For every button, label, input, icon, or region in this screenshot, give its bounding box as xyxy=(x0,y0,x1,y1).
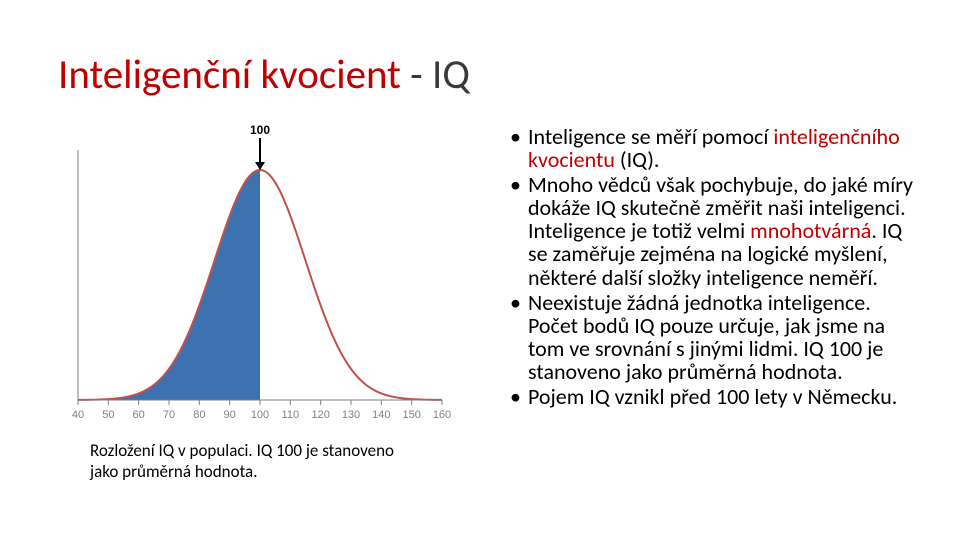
svg-text:110: 110 xyxy=(282,409,300,421)
bullet-segment: Neexistuje žádná jednotka inteligence. P… xyxy=(528,289,885,385)
chart-svg: 40 50 60 70 80 90 100 110 120 130 140 150 160 100 xyxy=(60,120,460,430)
svg-text:90: 90 xyxy=(224,409,236,421)
bullet-segment: Pojem IQ vznikl před 100 lety v Německu. xyxy=(528,383,897,410)
chart-caption: Rozložení IQ v populaci. IQ 100 je stano… xyxy=(90,440,420,483)
svg-text:140: 140 xyxy=(372,409,390,421)
svg-text:40: 40 xyxy=(72,409,84,421)
bell-curve-chart: 40 50 60 70 80 90 100 110 120 130 140 150 160 100 xyxy=(60,120,460,430)
page-title: Inteligenční kvocient - IQ xyxy=(58,50,470,100)
svg-text:120: 120 xyxy=(311,409,329,421)
svg-text:130: 130 xyxy=(342,409,360,421)
svg-text:160: 160 xyxy=(433,409,451,421)
title-part2: - IQ xyxy=(410,50,470,100)
bullet-item: Neexistuje žádná jednotka inteligence. P… xyxy=(510,291,920,383)
bullet-list: Inteligence se měří pomocí inteligenčníh… xyxy=(510,125,920,410)
svg-text:100: 100 xyxy=(250,123,270,137)
bullet-item: Inteligence se měří pomocí inteligenčníh… xyxy=(510,125,920,171)
svg-text:60: 60 xyxy=(133,409,145,421)
title-part1: Inteligenční kvocient xyxy=(58,50,410,100)
svg-text:80: 80 xyxy=(193,409,205,421)
svg-text:150: 150 xyxy=(402,409,420,421)
bullet-item: Pojem IQ vznikl před 100 lety v Německu. xyxy=(510,385,920,408)
svg-text:70: 70 xyxy=(163,409,175,421)
bullet-ul: Inteligence se měří pomocí inteligenčníh… xyxy=(510,125,920,408)
svg-text:100: 100 xyxy=(251,409,269,421)
svg-text:50: 50 xyxy=(102,409,114,421)
bullet-item: Mnoho vědců však pochybuje, do jaké míry… xyxy=(510,173,920,288)
bullet-segment: (IQ). xyxy=(615,146,660,173)
